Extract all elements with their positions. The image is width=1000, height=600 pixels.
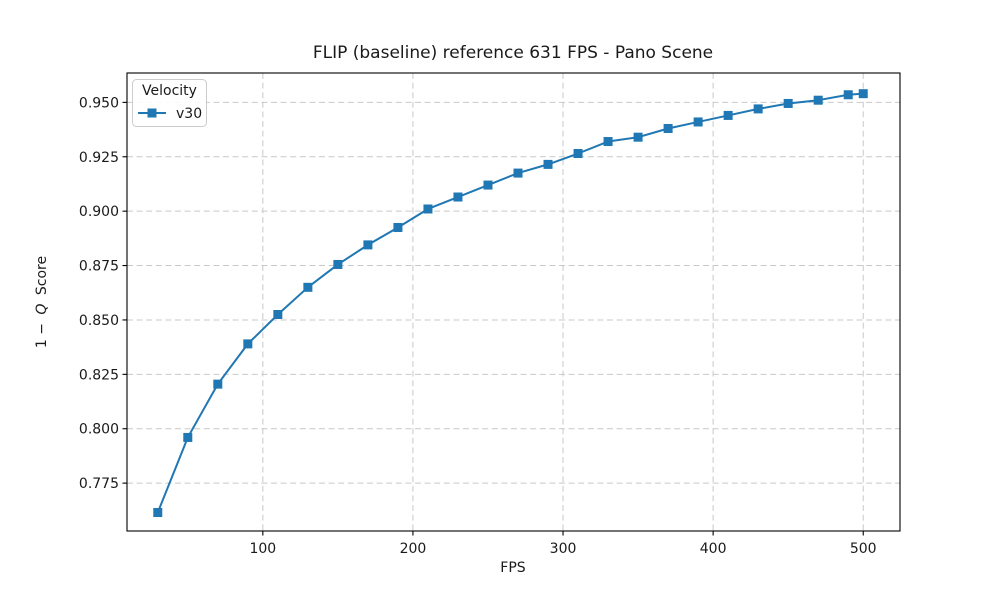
series-marker (423, 204, 433, 214)
legend-series-label: v30 (176, 106, 202, 122)
y-tick-label: 0.875 (79, 259, 119, 275)
legend: Velocity v30 (132, 79, 207, 127)
series-marker (453, 192, 463, 202)
series-marker (243, 339, 253, 349)
series-marker (663, 123, 673, 133)
y-tick-label: 0.925 (79, 150, 119, 166)
series-marker (573, 149, 583, 159)
y-axis-label-suffix: Score (34, 256, 50, 295)
series-marker (273, 310, 283, 320)
series-marker (858, 89, 868, 99)
x-tick-label: 500 (850, 541, 877, 557)
x-axis-label: FPS (500, 560, 525, 576)
series-marker (393, 222, 403, 232)
x-tick-label: 300 (550, 541, 577, 557)
legend-series-marker-icon (147, 108, 157, 118)
chart-title: FLIP (baseline) reference 631 FPS - Pano… (313, 43, 713, 63)
chart-layers: 100 200 300 400 500 0.775 0.800 0.825 0.850 0.875… (79, 72, 901, 557)
y-tick-label: 0.775 (79, 476, 119, 492)
series-marker (603, 137, 613, 147)
series-marker (303, 282, 313, 292)
series-marker (213, 379, 223, 389)
y-axis-label-math: Q (34, 304, 50, 315)
series-marker (813, 95, 823, 105)
y-axis-label-prefix: 1 − (34, 323, 50, 348)
series-marker (153, 508, 163, 518)
series-marker (753, 104, 763, 114)
series-marker (693, 117, 703, 127)
series-marker (183, 432, 193, 442)
axes-frame (126, 72, 901, 532)
y-tick-label: 0.950 (79, 95, 119, 111)
series-marker (333, 259, 343, 269)
series-marker (513, 168, 523, 178)
legend-title: Velocity (142, 83, 197, 99)
y-tick-label: 0.825 (79, 367, 119, 383)
series-marker (483, 180, 493, 190)
y-tick-label: 0.800 (79, 422, 119, 438)
series-marker (843, 90, 853, 100)
series-marker (783, 98, 793, 108)
y-tick-label: 0.900 (79, 204, 119, 220)
y-tick-label: 0.850 (79, 313, 119, 329)
series-marker (723, 110, 733, 120)
x-tick-label: 200 (400, 541, 427, 557)
series-marker (543, 159, 553, 169)
series-marker (363, 240, 373, 250)
y-axis-label: 1 − Q Score (34, 256, 50, 348)
x-tick-label: 100 (249, 541, 276, 557)
x-tick-label: 400 (700, 541, 727, 557)
series-marker (633, 132, 643, 142)
